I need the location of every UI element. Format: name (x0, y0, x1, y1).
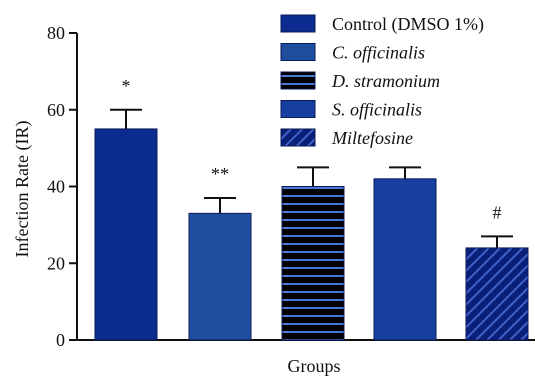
y-tick-label: 60 (47, 100, 65, 120)
significance-label: # (493, 202, 502, 222)
legend: Control (DMSO 1%) C. officinalis D. stramo… (280, 14, 484, 148)
legend-label: C. officinalis (332, 43, 425, 63)
bar-control-dmso-1 (94, 128, 158, 341)
error-bars (110, 108, 513, 248)
y-axis-label: Infection Rate (IR) (12, 121, 33, 258)
bar-miltefosine (465, 247, 529, 341)
significance-label: ** (211, 164, 229, 184)
legend-swatch (280, 14, 316, 33)
legend-swatch (280, 43, 316, 61)
legend-label: Miltefosine (331, 128, 413, 148)
bar-s-officinalis (373, 178, 437, 341)
y-tick-label: 20 (47, 253, 65, 273)
legend-swatch (280, 100, 316, 118)
bar-c-officinalis (188, 212, 252, 341)
y-tick-label: 80 (47, 23, 65, 43)
x-axis-label: Groups (288, 356, 341, 376)
significance-label: * (122, 76, 131, 96)
significance-annotations: ***# (122, 76, 502, 223)
y-tick-label: 0 (56, 330, 65, 350)
y-tick-label: 40 (47, 177, 65, 197)
legend-swatch (280, 71, 316, 90)
legend-label: Control (DMSO 1%) (332, 14, 484, 35)
bar-d-stramonium (281, 186, 345, 341)
legend-label: D. stramonium (331, 71, 440, 91)
legend-swatch (280, 128, 316, 147)
legend-label: S. officinalis (332, 100, 422, 120)
y-axis: 0 20 40 60 80 (47, 23, 78, 350)
bar-series (94, 128, 529, 341)
